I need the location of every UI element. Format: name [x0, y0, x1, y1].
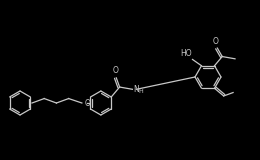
Text: H: H [138, 89, 143, 94]
Text: N: N [133, 85, 139, 94]
Text: HO: HO [180, 49, 191, 58]
Text: O: O [212, 37, 218, 46]
Text: O: O [112, 66, 118, 75]
Text: O: O [84, 99, 90, 108]
